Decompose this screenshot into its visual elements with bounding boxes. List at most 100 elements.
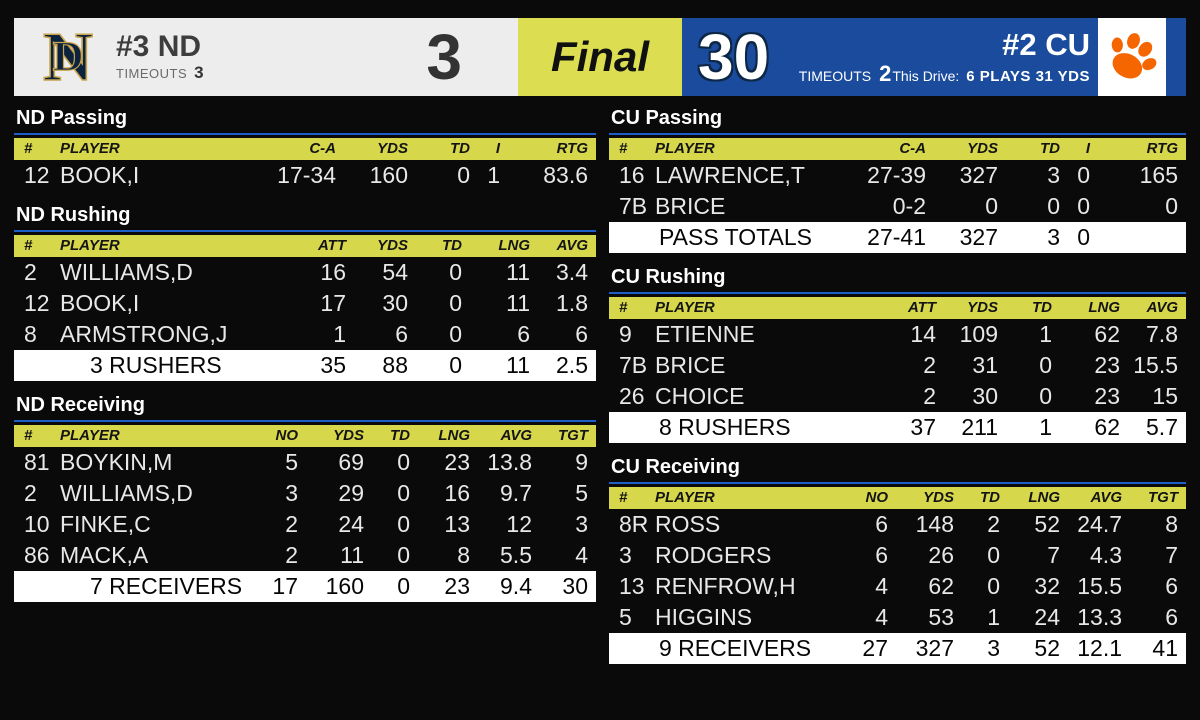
column-header: # bbox=[14, 235, 60, 257]
stat-value: 6 bbox=[575, 321, 588, 347]
totals-value: 3 bbox=[1006, 222, 1068, 253]
away-score: 30 bbox=[698, 21, 770, 93]
column-header: TD bbox=[1006, 138, 1068, 160]
stat-value: 2 bbox=[285, 542, 298, 568]
stat-value: 24 bbox=[338, 511, 364, 537]
stat-value: 54 bbox=[382, 259, 408, 285]
totals-value: 0 bbox=[1068, 222, 1098, 253]
header-row: # PLAYER ATT YDS TD LNG AVG bbox=[609, 297, 1186, 319]
stat-value: 5.5 bbox=[500, 542, 532, 568]
stat-table-nd-passing: # PLAYER C-A YDS TD I RTG 12 BOOK,I 17-34 160 0 1 83.… bbox=[14, 138, 596, 191]
section-title-underline bbox=[609, 482, 1186, 484]
stat-table-cu-passing: # PLAYER C-A YDS TD I RTG 16 LAWRENCE,T 27-39 327 3… bbox=[609, 138, 1186, 253]
totals-value: 1 bbox=[1006, 412, 1060, 443]
totals-label: 9 RECEIVERS bbox=[655, 633, 838, 664]
player-number: 12 bbox=[24, 162, 50, 188]
stat-value: 7.8 bbox=[1146, 321, 1178, 347]
stat-value: 16 bbox=[320, 259, 346, 285]
totals-value: 17 bbox=[248, 571, 306, 602]
stat-row: 9 ETIENNE 14 109 1 62 7.8 bbox=[609, 319, 1186, 350]
stat-value: 1 bbox=[1039, 321, 1052, 347]
stat-value: 2 bbox=[987, 511, 1000, 537]
stat-row: 8R ROSS 6 148 2 52 24.7 8 bbox=[609, 509, 1186, 540]
stat-value: 13.3 bbox=[1077, 604, 1122, 630]
away-team-info: #2 CU TIMEOUTS 2 This Drive: 6 PLAYS 31 YDS bbox=[799, 28, 1090, 87]
column-header: PLAYER bbox=[60, 235, 266, 257]
stat-value: 0 bbox=[1039, 352, 1052, 378]
stat-value: 11 bbox=[506, 259, 530, 285]
totals-value: 35 bbox=[266, 350, 354, 381]
player-name: BRICE bbox=[655, 193, 726, 219]
svg-text:N: N bbox=[43, 23, 93, 91]
stat-value: 3 bbox=[575, 511, 588, 537]
column-header: C-A bbox=[244, 138, 344, 160]
player-number: 81 bbox=[24, 449, 50, 475]
stat-value: 0 bbox=[1077, 193, 1090, 219]
stat-value: 11 bbox=[506, 290, 530, 316]
stat-value: 0 bbox=[985, 193, 998, 219]
stat-value: 26 bbox=[928, 542, 954, 568]
home-team-info: #3 ND TIMEOUTS 3 bbox=[116, 31, 204, 83]
stat-value: 30 bbox=[972, 383, 998, 409]
header-row: # PLAYER ATT YDS TD LNG AVG bbox=[14, 235, 596, 257]
away-logo-box bbox=[1098, 18, 1166, 96]
stat-row: 81 BOYKIN,M 5 69 0 23 13.8 9 bbox=[14, 447, 596, 478]
nd-monogram-icon: N D bbox=[42, 23, 94, 91]
column-header: PLAYER bbox=[60, 425, 248, 447]
stat-value: 13 bbox=[444, 511, 470, 537]
stat-table-nd-rushing: # PLAYER ATT YDS TD LNG AVG 2 WILLIAMS,D 16 54 0 11 3… bbox=[14, 235, 596, 381]
player-name: RENFROW,H bbox=[655, 573, 796, 599]
player-number: 8 bbox=[24, 321, 37, 347]
away-stats-column: CU Passing # PLAYER C-A YDS TD I RTG 16 LAWRENCE,… bbox=[609, 105, 1186, 675]
stat-value: 5 bbox=[575, 480, 588, 506]
player-number: 7B bbox=[619, 352, 648, 378]
stat-value: 0 bbox=[397, 449, 410, 475]
player-number: 8R bbox=[619, 511, 649, 537]
player-number: 3 bbox=[619, 542, 632, 568]
totals-value: 5.7 bbox=[1128, 412, 1186, 443]
stat-section-cu-passing: CU Passing # PLAYER C-A YDS TD I RTG 16 LAWRENCE,… bbox=[609, 105, 1186, 253]
totals-row: 7 RECEIVERS 17 160 0 23 9.4 30 bbox=[14, 571, 596, 602]
stat-value: 327 bbox=[959, 162, 998, 188]
stat-value: 14 bbox=[910, 321, 936, 347]
totals-row: 9 RECEIVERS 27 327 3 52 12.1 41 bbox=[609, 633, 1186, 664]
stat-row: 13 RENFROW,H 4 62 0 32 15.5 6 bbox=[609, 571, 1186, 602]
column-header: LNG bbox=[418, 425, 478, 447]
column-header: PLAYER bbox=[655, 297, 856, 319]
stat-value: 0 bbox=[397, 542, 410, 568]
header-row: # PLAYER NO YDS TD LNG AVG TGT bbox=[14, 425, 596, 447]
totals-value: 27 bbox=[838, 633, 896, 664]
player-name: FINKE,C bbox=[60, 511, 151, 537]
stat-value: 6 bbox=[1165, 604, 1178, 630]
drive-value: 6 PLAYS 31 YDS bbox=[966, 67, 1090, 85]
totals-value bbox=[14, 350, 60, 381]
stat-value: 24.7 bbox=[1077, 511, 1122, 537]
totals-value: 23 bbox=[418, 571, 478, 602]
stat-value: 0 bbox=[449, 321, 462, 347]
scoreboard: N D #3 ND TIMEOUTS 3 3 Final 30 #2 CU TIM… bbox=[14, 18, 1186, 96]
stat-row: 10 FINKE,C 2 24 0 13 12 3 bbox=[14, 509, 596, 540]
column-header: C-A bbox=[834, 138, 934, 160]
player-name: LAWRENCE,T bbox=[655, 162, 805, 188]
stat-value: 1.8 bbox=[556, 290, 588, 316]
column-header: YDS bbox=[896, 487, 962, 509]
totals-value: 327 bbox=[896, 633, 962, 664]
stat-value: 6 bbox=[875, 511, 888, 537]
column-header: YDS bbox=[344, 138, 416, 160]
totals-value: 9.4 bbox=[478, 571, 540, 602]
player-number: 9 bbox=[619, 321, 632, 347]
stat-value: 4 bbox=[875, 604, 888, 630]
stat-value: 24 bbox=[1034, 604, 1060, 630]
column-header: I bbox=[1068, 138, 1098, 160]
stat-table-cu-receiving: # PLAYER NO YDS TD LNG AVG TGT 8R ROSS 6 148 2 52 24.7… bbox=[609, 487, 1186, 664]
section-title: CU Rushing bbox=[611, 266, 726, 288]
player-number: 13 bbox=[619, 573, 645, 599]
stat-value: 0 bbox=[1047, 193, 1060, 219]
stat-value: 1 bbox=[987, 604, 1000, 630]
column-header: LNG bbox=[1060, 297, 1128, 319]
stat-value: 23 bbox=[1094, 352, 1120, 378]
player-number: 2 bbox=[24, 259, 37, 285]
player-name: BOOK,I bbox=[60, 162, 140, 188]
stat-value: 4.3 bbox=[1090, 542, 1122, 568]
stat-value: 30 bbox=[382, 290, 408, 316]
